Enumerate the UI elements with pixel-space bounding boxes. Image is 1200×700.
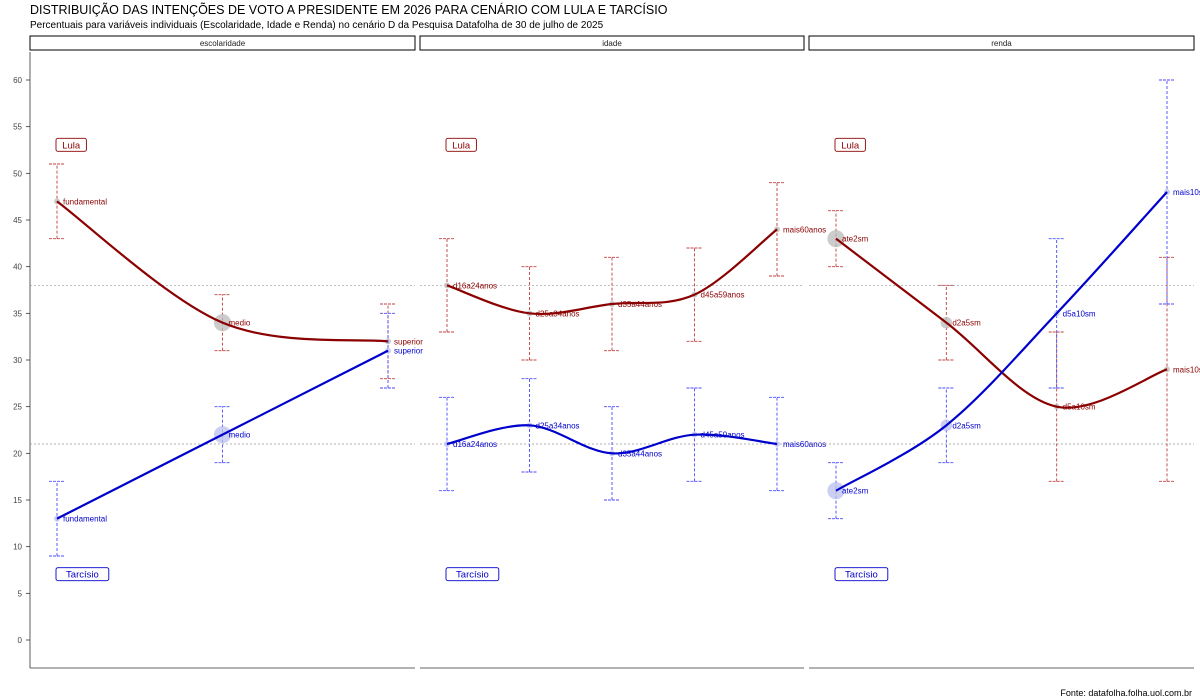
candidate-label-box <box>834 567 889 582</box>
facet-strip-label: escolaridade <box>200 39 246 48</box>
data-label: fundamental <box>63 197 107 206</box>
candidate-label-box <box>55 567 110 582</box>
series-line <box>835 191 1168 492</box>
y-tick-label: 5 <box>18 589 23 598</box>
data-label: d16a24anos <box>453 281 497 290</box>
candidate-label: Tarcísio <box>845 570 878 581</box>
candidate-label: Lula <box>841 140 860 151</box>
candidate-label-box <box>445 137 477 152</box>
data-label: superior <box>394 347 423 356</box>
data-label: d45a59anos <box>701 291 745 300</box>
y-tick-label: 40 <box>13 263 22 272</box>
data-label: medio <box>229 319 251 328</box>
facet-idade: idade d16a24anos d25a34anos d35a44anos d45a5… <box>419 35 826 669</box>
series-line <box>56 200 389 343</box>
data-label: d35a44anos <box>618 449 662 458</box>
data-label: mais10sm <box>1173 188 1200 197</box>
series-lula: fundamental medio superior <box>49 163 423 380</box>
series-line <box>56 349 389 520</box>
candidate-label: Lula <box>452 140 471 151</box>
data-label: mais60anos <box>783 225 826 234</box>
y-tick-label: 30 <box>13 356 22 365</box>
y-tick-label: 10 <box>13 543 22 552</box>
chart-subtitle: Percentuais para variáveis individuais (… <box>30 20 604 31</box>
candidate-label: Tarcísio <box>456 570 489 581</box>
data-label: d5a10sm <box>1063 309 1096 318</box>
series-tarcisio: fundamental medio superior <box>49 312 423 557</box>
data-label: d16a24anos <box>453 440 497 449</box>
data-label: d2a5sm <box>952 421 981 430</box>
facet-strip <box>808 35 1195 51</box>
chart-title: DISTRIBUIÇÃO DAS INTENÇÕES DE VOTO A PRE… <box>30 3 668 17</box>
series-line <box>835 237 1168 409</box>
y-tick-label: 60 <box>13 76 22 85</box>
data-label: mais60anos <box>783 440 826 449</box>
series-line <box>446 228 778 316</box>
candidate-label: Tarcísio <box>66 570 99 581</box>
y-tick-label: 20 <box>13 449 22 458</box>
data-label: d5a10sm <box>1063 403 1096 412</box>
data-label: ate2sm <box>842 235 869 244</box>
data-label: mais10sm <box>1173 365 1200 374</box>
y-tick-label: 50 <box>13 169 22 178</box>
y-tick-label: 35 <box>13 309 22 318</box>
facet-strip <box>419 35 805 51</box>
y-tick-label: 25 <box>13 403 22 412</box>
data-label: d25a34anos <box>536 309 580 318</box>
y-tick-label: 0 <box>18 636 23 645</box>
data-label: d2a5sm <box>952 319 981 328</box>
candidate-label-box <box>445 567 500 582</box>
data-label: d45a59anos <box>701 431 745 440</box>
y-tick-label: 45 <box>13 216 22 225</box>
candidate-label: Lula <box>62 140 81 151</box>
series-lula: d16a24anos d25a34anos d35a44anos d45a59anos… <box>439 182 826 361</box>
chart-source: Fonte: datafolha.folha.uol.com.br <box>1060 688 1192 698</box>
data-label: d25a34anos <box>536 421 580 430</box>
series-line <box>446 424 778 455</box>
series-tarcisio: ate2sm d2a5sm d5a10sm mais10sm <box>827 79 1200 520</box>
facet-strip-label: idade <box>602 39 622 48</box>
series-lula: ate2sm d2a5sm d5a10sm mais10sm <box>827 210 1200 482</box>
facet-strip <box>29 35 416 51</box>
data-label: d35a44anos <box>618 300 662 309</box>
facet-strip-label: renda <box>991 39 1012 48</box>
y-tick-label: 55 <box>13 123 22 132</box>
candidate-label-box <box>834 137 866 152</box>
series-tarcisio: d16a24anos d25a34anos d35a44anos d45a59anos… <box>439 378 826 501</box>
data-label: fundamental <box>63 515 107 524</box>
facet-escolaridade: escolaridadefundamentalmediosuperiorfund… <box>29 35 423 669</box>
data-label: superior <box>394 337 423 346</box>
data-label: medio <box>229 431 251 440</box>
candidate-label-box <box>55 137 87 152</box>
data-label: ate2sm <box>842 487 869 496</box>
y-tick-label: 15 <box>13 496 22 505</box>
facet-renda: renda ate2sm d2a5sm d5a10sm mais10sm ate2sm d2… <box>808 35 1200 669</box>
